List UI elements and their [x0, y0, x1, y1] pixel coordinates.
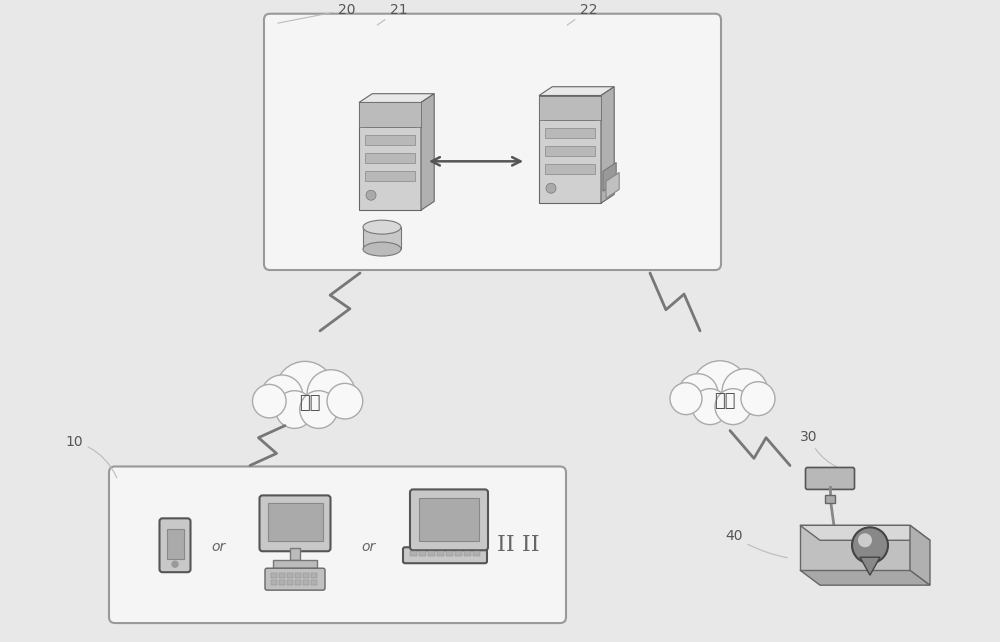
Circle shape [692, 361, 748, 417]
Bar [419, 498, 479, 541]
Polygon shape [800, 570, 930, 585]
Polygon shape [606, 173, 619, 198]
Bar [365, 117, 415, 127]
Polygon shape [359, 94, 434, 103]
Bar [545, 164, 595, 174]
Bar [271, 580, 277, 585]
Bar [166, 529, 184, 559]
FancyBboxPatch shape [265, 568, 325, 590]
Bar [455, 551, 462, 556]
Bar [271, 573, 277, 578]
Bar [268, 503, 322, 541]
Text: 30: 30 [800, 429, 837, 467]
Text: 网络: 网络 [714, 392, 736, 410]
Polygon shape [910, 525, 930, 585]
Circle shape [366, 190, 376, 200]
Polygon shape [421, 94, 434, 210]
Bar [303, 580, 309, 585]
Circle shape [670, 383, 702, 415]
Bar [273, 560, 317, 568]
Text: 网络: 网络 [299, 394, 321, 412]
Circle shape [852, 527, 888, 563]
Circle shape [692, 388, 728, 424]
FancyBboxPatch shape [264, 13, 721, 270]
Bar [545, 146, 595, 157]
Bar [365, 171, 415, 181]
Bar [545, 128, 595, 139]
FancyBboxPatch shape [403, 547, 487, 563]
Circle shape [252, 385, 286, 418]
Bar [825, 496, 835, 503]
Text: or: or [361, 541, 375, 554]
Circle shape [172, 561, 178, 567]
Bar [295, 580, 301, 585]
Text: 21: 21 [377, 3, 408, 25]
Bar [365, 135, 415, 145]
Polygon shape [603, 162, 616, 191]
FancyBboxPatch shape [160, 518, 190, 572]
FancyBboxPatch shape [109, 467, 566, 623]
Bar [359, 103, 421, 127]
Text: or: or [211, 541, 225, 554]
Circle shape [261, 375, 303, 417]
Bar [303, 573, 309, 578]
Circle shape [715, 388, 751, 424]
Bar [545, 110, 595, 121]
Text: 20: 20 [278, 3, 356, 23]
Text: 40: 40 [725, 529, 787, 558]
Circle shape [276, 391, 313, 428]
Bar [295, 573, 301, 578]
Circle shape [546, 183, 556, 193]
Bar [359, 103, 421, 210]
Bar [410, 551, 417, 556]
Ellipse shape [363, 242, 401, 256]
Polygon shape [860, 557, 880, 575]
Polygon shape [601, 87, 614, 204]
Bar [464, 551, 471, 556]
Bar [279, 580, 285, 585]
FancyBboxPatch shape [806, 467, 854, 489]
Bar [419, 551, 426, 556]
FancyBboxPatch shape [410, 489, 488, 550]
Circle shape [678, 374, 718, 413]
Bar [279, 573, 285, 578]
Circle shape [307, 370, 355, 418]
Polygon shape [800, 525, 930, 541]
Circle shape [858, 534, 872, 547]
Bar [446, 551, 453, 556]
Bar [311, 573, 317, 578]
Text: II II: II II [497, 534, 539, 556]
Polygon shape [800, 525, 910, 570]
Circle shape [722, 369, 768, 415]
Bar [539, 96, 601, 204]
Text: 10: 10 [65, 435, 117, 478]
Circle shape [327, 383, 363, 419]
Bar [473, 551, 480, 556]
Bar [363, 227, 401, 249]
Bar [287, 573, 293, 578]
Polygon shape [539, 87, 614, 96]
Bar [290, 548, 300, 560]
Circle shape [741, 382, 775, 415]
Ellipse shape [363, 220, 401, 234]
Bar [311, 580, 317, 585]
Bar [539, 96, 601, 121]
Bar [428, 551, 435, 556]
Bar [287, 580, 293, 585]
Bar [365, 153, 415, 163]
Circle shape [300, 391, 338, 428]
Circle shape [276, 361, 334, 420]
FancyBboxPatch shape [260, 496, 330, 551]
Bar [437, 551, 444, 556]
Text: 22: 22 [567, 3, 598, 25]
